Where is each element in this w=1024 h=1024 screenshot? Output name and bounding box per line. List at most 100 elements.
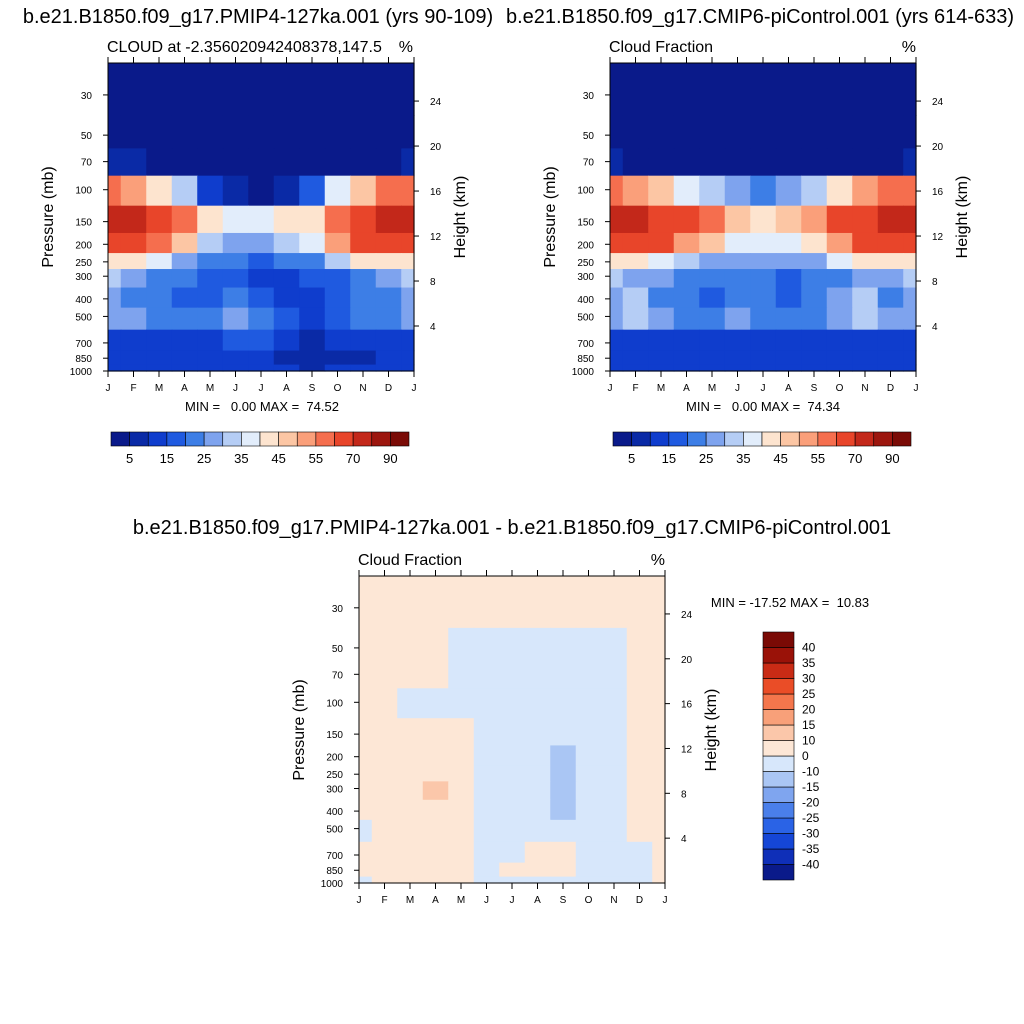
y-tick-label-pressure: 100 bbox=[75, 186, 92, 197]
heatmap-cell bbox=[371, 745, 398, 767]
heatmap-cell bbox=[524, 876, 551, 884]
heatmap-cell bbox=[903, 148, 917, 177]
y-tick-label-height: 16 bbox=[932, 187, 944, 198]
heatmap-cell bbox=[375, 205, 402, 234]
heatmap-cell bbox=[622, 329, 649, 352]
heatmap-cell bbox=[673, 307, 700, 331]
heatmap-cell bbox=[575, 718, 602, 747]
heatmap-cell bbox=[775, 232, 802, 254]
heatmap-cell bbox=[775, 253, 802, 270]
heatmap-cell bbox=[622, 269, 649, 289]
heatmap-cell bbox=[120, 63, 147, 116]
colorbar-box bbox=[649, 431, 670, 447]
heatmap-cell bbox=[375, 115, 402, 149]
heatmap-cell bbox=[610, 148, 624, 177]
heatmap-cell bbox=[371, 627, 398, 662]
colorbar-box bbox=[762, 755, 795, 772]
heatmap-cell bbox=[324, 175, 351, 207]
y-tick-label-pressure: 50 bbox=[583, 131, 595, 142]
heatmap-cell bbox=[350, 364, 377, 372]
heatmap-cell bbox=[371, 781, 398, 801]
heatmap-cell bbox=[350, 232, 377, 254]
heatmap-cell bbox=[652, 765, 666, 782]
y-tick-label-pressure: 70 bbox=[81, 158, 93, 169]
heatmap-cell bbox=[324, 350, 351, 366]
heatmap-cell bbox=[699, 63, 726, 116]
heatmap-cell bbox=[648, 350, 675, 366]
x-tick-label: D bbox=[385, 383, 392, 394]
heatmap-cell bbox=[120, 115, 147, 149]
heatmap-cell bbox=[197, 232, 224, 254]
colorbar-tick-label: 45 bbox=[271, 451, 285, 466]
heatmap-cell bbox=[108, 175, 122, 207]
colorbar-box bbox=[668, 431, 688, 447]
heatmap-cell bbox=[626, 661, 653, 689]
colorbar-box bbox=[762, 662, 795, 679]
heatmap-cell bbox=[903, 287, 917, 309]
heatmap-cell bbox=[422, 627, 449, 662]
heatmap-cell bbox=[903, 364, 917, 372]
heatmap-cell bbox=[699, 148, 726, 177]
heatmap-cell bbox=[448, 765, 475, 782]
x-tick-label: M bbox=[708, 383, 716, 394]
heatmap-cell bbox=[499, 841, 526, 864]
x-tick-label: A bbox=[432, 895, 439, 906]
colorbar-tick-label: -35 bbox=[802, 842, 820, 856]
heatmap-cell bbox=[652, 688, 666, 719]
colorbar-tick-label: 35 bbox=[802, 656, 816, 670]
heatmap-cell bbox=[422, 819, 449, 843]
y-tick-label-height: 8 bbox=[932, 277, 938, 288]
heatmap-cell bbox=[750, 148, 777, 177]
y-tick-label-pressure: 70 bbox=[583, 158, 595, 169]
heatmap-cell bbox=[401, 329, 415, 352]
heatmap-cell bbox=[359, 745, 373, 767]
heatmap-cell bbox=[673, 115, 700, 149]
heatmap-cell bbox=[801, 148, 828, 177]
panel-left-label: Cloud Fraction bbox=[609, 39, 713, 56]
heatmap-cell bbox=[775, 329, 802, 352]
heatmap-cell bbox=[699, 287, 726, 309]
heatmap-cell bbox=[499, 718, 526, 747]
colorbar-box bbox=[762, 740, 795, 757]
heatmap-cell bbox=[877, 287, 904, 309]
x-tick-label: J bbox=[233, 383, 238, 394]
y-tick-label-height: 12 bbox=[932, 232, 944, 243]
heatmap-cell bbox=[397, 841, 424, 864]
colorbar-tick-label: 15 bbox=[802, 718, 816, 732]
y-tick-label-height: 24 bbox=[932, 97, 944, 108]
x-tick-label: J bbox=[106, 383, 111, 394]
heatmap-cell bbox=[622, 63, 649, 116]
colorbar-box bbox=[817, 431, 837, 447]
colorbar-box bbox=[185, 431, 205, 447]
heatmap-cell bbox=[324, 329, 351, 352]
heatmap-cell bbox=[359, 576, 373, 629]
heatmap-cell bbox=[550, 688, 577, 719]
heatmap-cell bbox=[575, 576, 602, 629]
heatmap-cell bbox=[550, 841, 577, 864]
colorbar-tick-label: 5 bbox=[126, 451, 133, 466]
y-axis-label-pressure: Pressure (mb) bbox=[291, 679, 308, 780]
heatmap-cell bbox=[775, 175, 802, 207]
heatmap-cell bbox=[108, 350, 122, 366]
y-tick-label-height: 24 bbox=[681, 610, 693, 621]
heatmap-cell bbox=[610, 307, 624, 331]
heatmap-cell bbox=[397, 661, 424, 689]
heatmap-cell bbox=[324, 205, 351, 234]
heatmap-cell bbox=[826, 232, 853, 254]
heatmap-cell bbox=[877, 350, 904, 366]
heatmap-cell bbox=[652, 876, 666, 884]
heatmap-cell bbox=[673, 232, 700, 254]
heatmap-cell bbox=[401, 253, 415, 270]
heatmap-cell bbox=[375, 307, 402, 331]
heatmap-cell bbox=[448, 781, 475, 801]
y-tick-label-pressure: 100 bbox=[326, 698, 343, 709]
heatmap-cell bbox=[197, 253, 224, 270]
y-tick-label-pressure: 500 bbox=[577, 312, 594, 323]
heatmap-cell bbox=[724, 253, 751, 270]
heatmap-cell bbox=[877, 115, 904, 149]
heatmap-cell bbox=[473, 781, 500, 801]
heatmap-cell bbox=[473, 862, 500, 878]
heatmap-cell bbox=[359, 718, 373, 747]
heatmap-cell bbox=[197, 63, 224, 116]
colorbar-tick-label: 30 bbox=[802, 672, 816, 686]
